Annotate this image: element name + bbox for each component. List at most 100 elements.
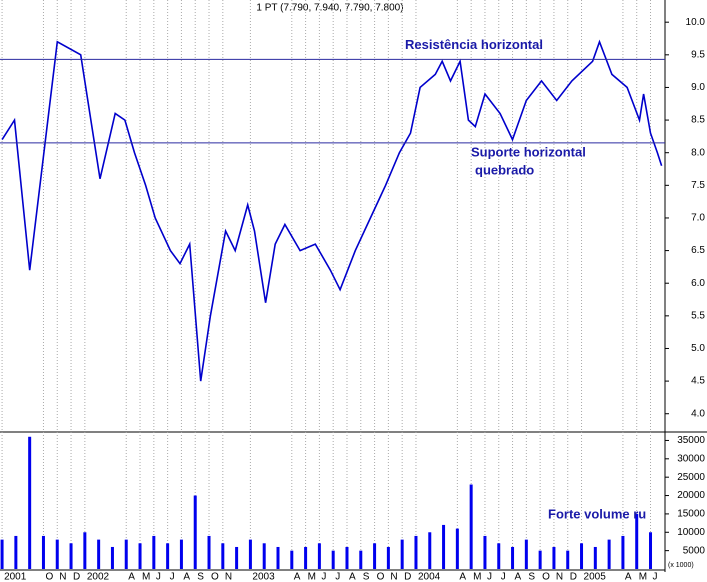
x-tick-label: S: [197, 572, 204, 582]
x-tick-label: 2002: [87, 572, 110, 582]
y-tick-label: 7.0: [691, 213, 705, 224]
volume-bar: [262, 543, 266, 569]
volume-bar: [469, 484, 473, 569]
x-tick-label: J: [501, 572, 506, 582]
x-tick-label: J: [653, 572, 658, 582]
volume-bar: [55, 539, 59, 569]
x-tick-label: J: [321, 572, 326, 582]
volume-bar: [152, 535, 156, 569]
volume-bar: [97, 539, 101, 569]
x-tick-label: A: [515, 572, 522, 582]
y-tick-label: 5.5: [691, 310, 705, 321]
y-tick-label: 9.0: [691, 82, 705, 93]
y-tick-label: 9.5: [691, 49, 705, 60]
x-tick-label: N: [225, 572, 232, 582]
x-tick-label: J: [487, 572, 492, 582]
y-tick-label: 30000: [677, 453, 705, 464]
annotation: Suporte horizontal: [471, 144, 586, 159]
y-tick-label: 6.0: [691, 278, 705, 289]
x-tick-label: A: [183, 572, 190, 582]
x-tick-label: 2004: [418, 572, 441, 582]
volume-bar: [400, 539, 404, 569]
x-tick-label: M: [473, 572, 481, 582]
y-tick-label: 6.5: [691, 245, 705, 256]
annotation: Resistência horizontal: [405, 37, 543, 52]
volume-bar: [304, 546, 308, 569]
annotation: quebrado: [475, 162, 534, 177]
y-tick-label: 8.0: [691, 147, 705, 158]
volume-bar: [331, 550, 335, 569]
x-tick-label: A: [625, 572, 632, 582]
volume-bar: [110, 546, 114, 569]
volume-bar: [511, 546, 515, 569]
y-tick-label: 20000: [677, 490, 705, 501]
volume-bar: [69, 543, 73, 569]
y-tick-label: 7.5: [691, 180, 705, 191]
volume-bar: [580, 543, 584, 569]
x-tick-label: D: [73, 572, 80, 582]
x-tick-label: N: [556, 572, 563, 582]
price-line: [1, 39, 663, 382]
x-tick-label: O: [542, 572, 550, 582]
volume-bar: [124, 539, 128, 569]
volume-bar: [593, 546, 597, 569]
volume-bar: [497, 543, 501, 569]
x-tick-label: J: [156, 572, 161, 582]
chart-title: 1 PT (7.790, 7.940, 7.790, 7.800): [256, 3, 403, 14]
x-tick-label: O: [211, 572, 219, 582]
x-tick-label: M: [142, 572, 150, 582]
volume-bar: [524, 539, 528, 569]
volume-bar: [248, 539, 252, 569]
y-tick-label: 5000: [683, 545, 706, 556]
volume-bar: [373, 543, 377, 569]
volume-bar: [276, 546, 280, 569]
volume-bar: [14, 535, 18, 569]
x-tick-label: M: [308, 572, 316, 582]
x-tick-label: 2003: [252, 572, 275, 582]
x-tick-label: A: [349, 572, 356, 582]
x-tick-label: J: [170, 572, 175, 582]
volume-bar: [635, 513, 639, 569]
volume-bar: [290, 550, 294, 569]
volume-bar: [442, 524, 446, 569]
x-tick-label: D: [404, 572, 411, 582]
volume-bar: [483, 535, 487, 569]
x-tick-label: A: [294, 572, 301, 582]
volume-bar: [649, 532, 653, 569]
y-tick-label: 4.5: [691, 376, 705, 387]
volume-bar: [345, 546, 349, 569]
volume-bar: [0, 539, 4, 569]
x-tick-label: M: [639, 572, 647, 582]
x-tick-label: N: [390, 572, 397, 582]
volume-bar: [83, 532, 87, 569]
volume-bar: [621, 535, 625, 569]
x-tick-label: 2005: [584, 572, 607, 582]
volume-bar: [28, 436, 32, 569]
x-tick-label: A: [459, 572, 466, 582]
y-tick-label: 25000: [677, 472, 705, 483]
volume-bar: [607, 539, 611, 569]
volume-bar: [193, 495, 197, 569]
y-tick-label: 10000: [677, 527, 705, 538]
x-tick-label: N: [59, 572, 66, 582]
volume-bar: [538, 550, 542, 569]
volume-bar: [552, 546, 556, 569]
volume-bar: [386, 546, 390, 569]
volume-bar: [566, 550, 570, 569]
y-tick-label: 15000: [677, 509, 705, 520]
volume-bar: [235, 546, 239, 569]
x-tick-label: O: [377, 572, 385, 582]
volume-bar: [138, 543, 142, 569]
annotation: Forte volume ru: [548, 506, 646, 521]
x-tick-label: S: [363, 572, 370, 582]
x-tick-label: O: [45, 572, 53, 582]
unit-label: (x 1000): [668, 562, 694, 569]
x-tick-label: D: [570, 572, 577, 582]
x-tick-label: S: [528, 572, 535, 582]
y-tick-label: 10.0: [686, 17, 706, 28]
volume-bar: [41, 535, 45, 569]
volume-bar: [166, 543, 170, 569]
volume-bar: [414, 535, 418, 569]
